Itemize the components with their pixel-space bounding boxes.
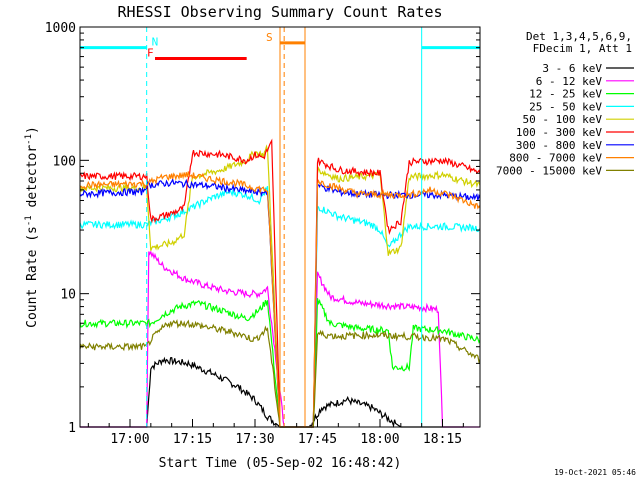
x-tick-label-0: 17:00 [110, 432, 149, 447]
x-tick-label-5: 18:15 [423, 432, 462, 447]
annotation-label-F: F [147, 47, 154, 60]
x-tick-label-4: 18:00 [360, 432, 399, 447]
x-tick-label-2: 17:30 [235, 432, 274, 447]
y-axis-label-end: ) [25, 126, 40, 134]
plot-area: NF S 17:00 17:15 17:30 17:45 18:00 18:15 1 10 100… [45, 21, 481, 447]
x-axis-label: Start Time (05-Sep-02 16:48:42) [159, 456, 402, 471]
y-tick-label-3: 1000 [45, 21, 76, 36]
legend-label-0: 3 - 6 keV [542, 62, 602, 75]
legend-label-3: 25 - 50 keV [529, 100, 602, 113]
y-tick-label-1: 10 [60, 288, 76, 303]
legend: Det 1,3,4,5,6,9, FDecim 1, Att 1 3 - 6 k… [496, 30, 634, 177]
y-tick-label-2: 100 [53, 154, 76, 169]
legend-label-7: 800 - 7000 keV [509, 152, 602, 165]
legend-header-line-2: FDecim 1, Att 1 [533, 42, 632, 55]
annotation-label-N: N [152, 36, 159, 49]
y-axis-label-mid: detector [25, 145, 40, 216]
legend-label-5: 100 - 300 keV [516, 126, 602, 139]
annotation-label-S: S [266, 31, 273, 44]
x-tick-label-3: 17:45 [298, 432, 337, 447]
y-axis-label: Count Rate (s-1 detector-1) [24, 126, 40, 328]
legend-label-6: 300 - 800 keV [516, 139, 602, 152]
tick-layer: 17:00 17:15 17:30 17:45 18:00 18:15 1 10 100 1000 [45, 21, 480, 447]
y-axis-label-sup1: -1 [24, 215, 34, 226]
timestamp: 19-Oct-2021 05:46 [554, 468, 636, 477]
legend-label-1: 6 - 12 keV [536, 75, 603, 88]
y-axis-label-sup2: -1 [24, 134, 34, 145]
y-axis-label-main: Count Rate (s [25, 226, 40, 328]
legend-label-4: 50 - 100 keV [523, 113, 603, 126]
chart-title: RHESSI Observing Summary Count Rates [117, 3, 442, 21]
plot-frame [79, 26, 481, 428]
legend-label-8: 7000 - 15000 keV [496, 164, 602, 177]
y-tick-label-0: 1 [68, 421, 76, 436]
legend-header-line-1: Det 1,3,4,5,6,9, [526, 30, 632, 43]
x-tick-label-1: 17:15 [173, 432, 212, 447]
legend-label-2: 12 - 25 keV [529, 88, 602, 101]
